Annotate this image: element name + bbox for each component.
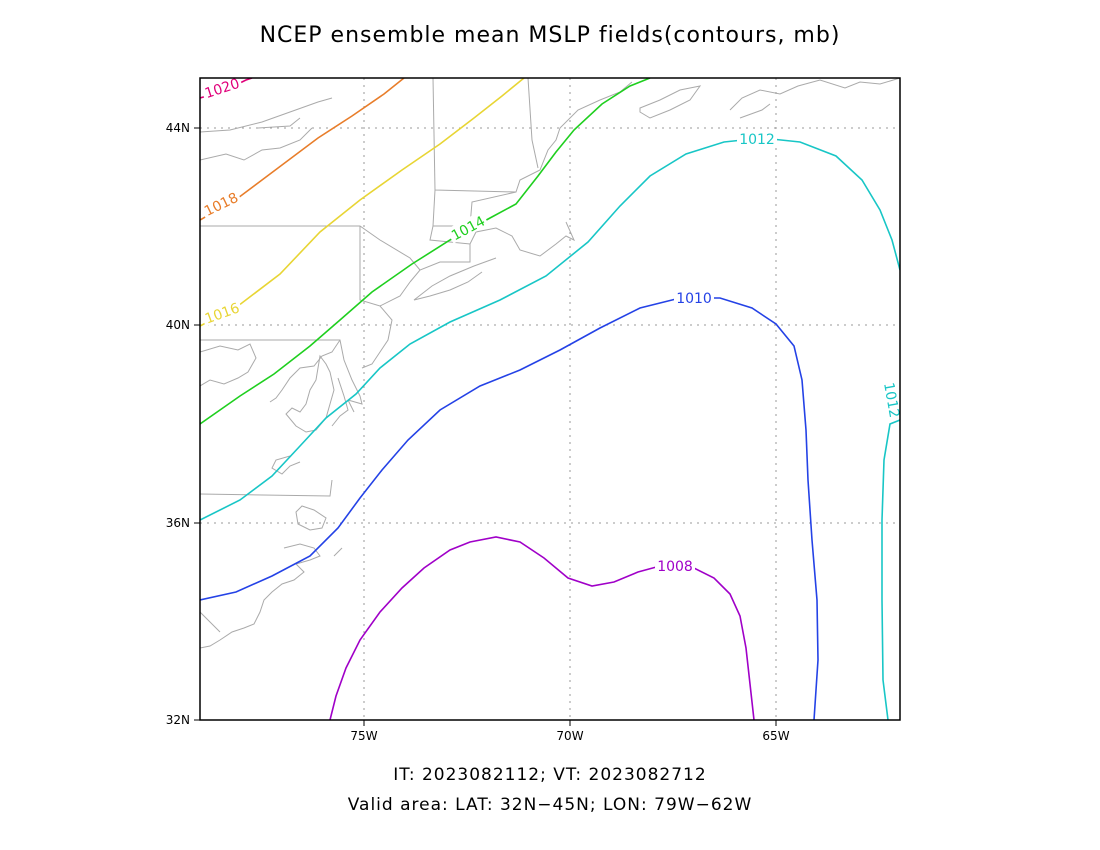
contour-1010 (200, 297, 819, 720)
y-tick-label-32n: 32N (166, 713, 190, 727)
contour-label-1010: 1010 (676, 291, 712, 307)
contour-label-1016: 1016 (203, 300, 242, 327)
contour-label-1012-east: 1012 (880, 381, 902, 419)
coastline-new-jersey (361, 305, 393, 369)
contour-label-1008: 1008 (657, 559, 693, 575)
coastline-chesapeake (285, 354, 335, 433)
y-tick-label-44n: 44N (166, 121, 190, 135)
tick-marks (194, 127, 777, 726)
x-tick-label-70w: 70W (556, 729, 583, 743)
coastline-delmarva (331, 377, 355, 427)
coastline-carolinas (200, 543, 321, 649)
coastline-west-virginia (200, 343, 257, 387)
x-tick-label-75w: 75W (350, 729, 377, 743)
grid-lines (200, 78, 900, 720)
y-tick-label-36n: 36N (166, 516, 190, 530)
coastline-pamlico (295, 505, 327, 531)
plot-frame (199, 77, 901, 721)
coastline-long-island (409, 244, 497, 301)
contour-label-1012: 1012 (739, 132, 775, 148)
coastline-canada (200, 97, 333, 161)
footer-valid-area: Valid area: LAT: 32N−45N; LON: 79W−62W (348, 795, 753, 815)
y-tick-label-40n: 40N (166, 318, 190, 332)
mslp-contours (200, 78, 900, 720)
x-tick-label-65w: 65W (762, 729, 789, 743)
coastline-sc-border (200, 547, 343, 633)
state-border-va-nc (200, 455, 333, 497)
contour-label-1020: 1020 (203, 76, 242, 102)
state-border-pa-md (200, 339, 363, 405)
contour-1012 (200, 137, 900, 521)
coastline-cape-breton (729, 78, 900, 119)
state-border-ny-pa (200, 225, 421, 307)
contour-1016 (200, 78, 525, 327)
figure-title: NCEP ensemble mean MSLP fields(contours,… (260, 23, 841, 48)
contour-1012-east (881, 419, 900, 720)
coastline-maine (432, 78, 633, 193)
footer-times: IT: 2023082112; VT: 2023082712 (393, 765, 706, 785)
coastline-new-england (429, 189, 576, 257)
contour-1008 (329, 536, 755, 720)
contour-1014 (200, 78, 651, 425)
coastline-nova-scotia (639, 85, 702, 119)
